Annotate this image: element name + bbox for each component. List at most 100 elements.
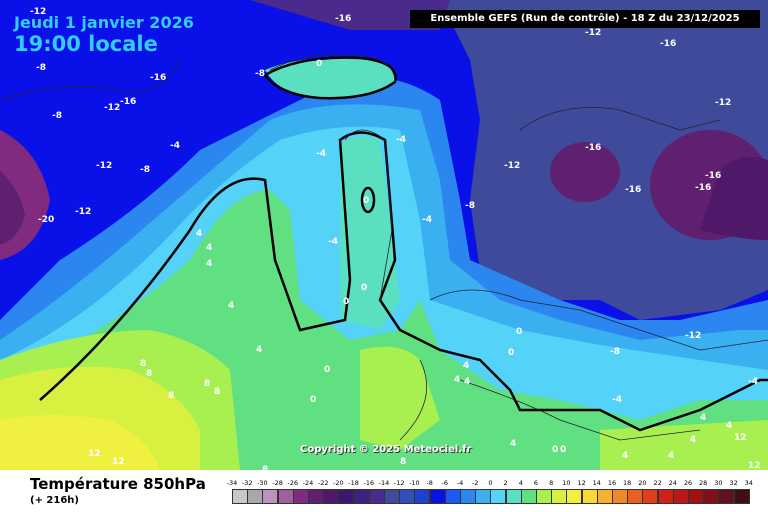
- map-label: -4: [316, 149, 326, 159]
- map-label: 12: [734, 433, 747, 443]
- map-label: -12: [685, 331, 701, 341]
- map-label: 4: [690, 435, 696, 445]
- scale-swatch: [612, 489, 628, 504]
- map-label: 4: [228, 301, 234, 311]
- scale-swatch: [536, 489, 552, 504]
- map-label: -8: [255, 69, 265, 79]
- map-label: 8: [400, 457, 406, 467]
- map-label: -12: [30, 7, 46, 17]
- scale-swatch: [672, 489, 689, 504]
- map-label: 4: [206, 259, 212, 269]
- map-label: 4: [668, 451, 674, 461]
- field-plus12: [0, 415, 160, 470]
- scale-tick-label: 0: [488, 479, 493, 487]
- map-label: 0: [560, 445, 566, 455]
- scale-tick-label: -26: [287, 479, 299, 487]
- map-label: 4: [454, 375, 460, 385]
- map-label: -8: [610, 347, 620, 357]
- coastlines: [0, 53, 768, 441]
- scale-tick-label: 18: [623, 479, 632, 487]
- scale-tick-label: 8: [549, 479, 554, 487]
- map-label: -12: [104, 103, 120, 113]
- scale-swatch: [733, 489, 750, 504]
- map-label: 4: [463, 361, 469, 371]
- map-label: 0: [508, 348, 514, 358]
- scale-swatch: [642, 489, 659, 504]
- scale-tick-label: -8: [426, 479, 433, 487]
- map-label: 0: [516, 327, 522, 337]
- map-label: 4: [622, 451, 628, 461]
- map-label: -12: [75, 207, 91, 217]
- map-label: 12: [112, 457, 125, 467]
- scale-tick-label: -34: [226, 479, 238, 487]
- scale-swatch: [353, 489, 370, 504]
- color-scale: -34 -32 -30 -28 -26 -24 -22 -20 -18 -16 -14 -12 -10-…: [224, 479, 753, 509]
- map-label: -4: [748, 377, 758, 387]
- scale-swatch: [247, 489, 264, 504]
- map-label: 0: [324, 365, 330, 375]
- scale-swatch: [384, 489, 400, 504]
- map-label: -4: [396, 135, 406, 145]
- scale-tick-label: 32: [729, 479, 738, 487]
- map-label: 12: [748, 461, 761, 471]
- scale-tick-label: -2: [471, 479, 479, 487]
- map-label: 4: [256, 345, 262, 355]
- map-label: 8: [140, 359, 146, 369]
- map-label: -16: [660, 39, 676, 49]
- scale-swatch: [718, 489, 735, 504]
- map-label: -16: [120, 97, 136, 107]
- map-label: -8: [465, 201, 475, 211]
- scale-swatch: [490, 489, 507, 504]
- scale-swatch: [566, 489, 583, 504]
- scale-swatch: [657, 489, 674, 504]
- map-label: -16: [705, 171, 721, 181]
- field-east-med: [600, 420, 768, 470]
- scale-tick-label: -30: [257, 479, 268, 487]
- scale-tick-label: 24: [668, 479, 677, 487]
- scale-swatch: [308, 489, 324, 504]
- scale-tick-label: 6: [533, 479, 539, 487]
- map-value-labels: -12 -16 -12 -16 -8 -16 -8 0 -16 -12 -12 …: [30, 7, 761, 475]
- scale-tick-label: 10: [562, 479, 571, 487]
- map-label: -12: [715, 98, 731, 108]
- map-label: 8: [146, 369, 152, 379]
- zero-isotherm-line: [39, 131, 768, 432]
- forecast-local-time: 19:00 locale: [14, 32, 158, 56]
- scale-tick-label: -32: [241, 479, 253, 487]
- scale-tick-label: -12: [393, 479, 405, 487]
- scale-swatch: [323, 489, 340, 504]
- scale-tick-label: -10: [409, 479, 420, 487]
- scale-tick-label: -24: [302, 479, 314, 487]
- map-label: 12: [88, 449, 101, 459]
- scale-tick-label: -18: [348, 479, 359, 487]
- scale-tick-label: 4: [518, 479, 523, 487]
- map-label: -12: [585, 28, 601, 38]
- scale-swatch: [414, 489, 431, 504]
- field-minus24-greenland: [0, 170, 25, 245]
- scale-swatch: [703, 489, 720, 504]
- map-label: 4: [464, 377, 470, 387]
- map-label: 0: [552, 445, 558, 455]
- scale-swatch: [581, 489, 598, 504]
- map-label: -12: [96, 161, 112, 171]
- scale-swatch: [551, 489, 568, 504]
- field-minus16-north: [250, 0, 450, 30]
- scale-tick-label: 2: [503, 479, 508, 487]
- map-label: -8: [140, 165, 150, 175]
- field-iceland-green: [265, 57, 396, 99]
- field-uk-tongue: [340, 136, 400, 330]
- scale-swatch: [688, 489, 704, 504]
- model-run-info: Ensemble GEFS (Run de contrôle) - 18 Z d…: [410, 10, 760, 28]
- map-label: -12: [504, 161, 520, 171]
- map-label: 0: [343, 297, 349, 307]
- map-label: 0: [316, 59, 322, 69]
- scale-swatch: [368, 489, 385, 504]
- scale-tick-label: -28: [272, 479, 283, 487]
- scale-tick-label: 16: [607, 479, 617, 487]
- scale-swatch: [475, 489, 492, 504]
- scale-swatch: [399, 489, 416, 504]
- scale-tick-label: 14: [592, 479, 601, 487]
- scale-swatch: [429, 489, 446, 504]
- scale-swatch: [520, 489, 537, 504]
